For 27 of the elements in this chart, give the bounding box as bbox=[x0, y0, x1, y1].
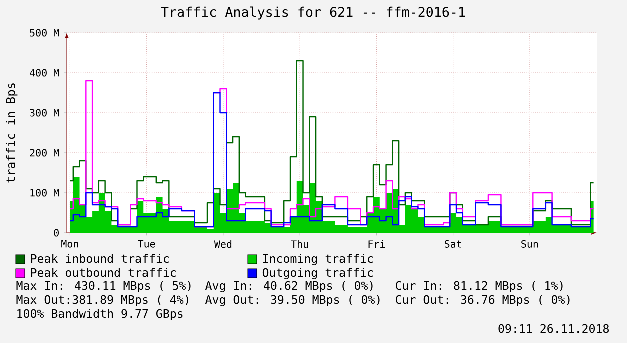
chart-title: Traffic Analysis for 621 -- ffm-2016-1 bbox=[161, 6, 466, 20]
y-tick-label: 300 M bbox=[30, 109, 60, 117]
x-tick-label: Tue bbox=[138, 240, 156, 248]
text: Avg Out: 39.50 MBps ( 0%) bbox=[205, 295, 380, 306]
legend-label: Incoming traffic bbox=[263, 254, 374, 266]
y-tick-label: 200 M bbox=[30, 149, 60, 157]
y-axis-title: traffic in Bps bbox=[6, 84, 18, 183]
y-tick-label: 500 M bbox=[30, 29, 60, 37]
y-tick-label: 0 bbox=[54, 229, 59, 237]
x-tick-label: Thu bbox=[291, 240, 308, 248]
x-tick-label: Sat bbox=[444, 240, 462, 248]
text: 09:11 26.11.2018 bbox=[498, 324, 609, 334]
text: Avg In: 40.62 MBps ( 0%) bbox=[205, 281, 373, 292]
x-tick-label: Wed bbox=[214, 240, 232, 248]
y-tick-label: 400 M bbox=[30, 69, 60, 77]
x-tick-label: Fri bbox=[368, 240, 386, 248]
x-tick-label: Sun bbox=[522, 240, 538, 248]
text: Max In: 430.11 MBps ( 5%) bbox=[16, 281, 191, 292]
text: Max Out:381.89 MBps ( 4%) bbox=[16, 295, 188, 306]
text: Cur In: 81.12 MBps ( 1%) bbox=[396, 281, 563, 292]
y-tick-label: 100 M bbox=[30, 189, 60, 197]
legend-label: Peak outbound traffic bbox=[31, 268, 176, 278]
text: Cur Out: 36.76 MBps ( 0%) bbox=[396, 295, 570, 306]
legend-label: Outgoing traffic bbox=[262, 268, 374, 280]
legend-label: Peak inbound traffic bbox=[31, 254, 169, 264]
text: 100% Bandwidth 9.77 GBps bbox=[18, 309, 183, 320]
x-tick-label: Mon bbox=[62, 240, 78, 248]
